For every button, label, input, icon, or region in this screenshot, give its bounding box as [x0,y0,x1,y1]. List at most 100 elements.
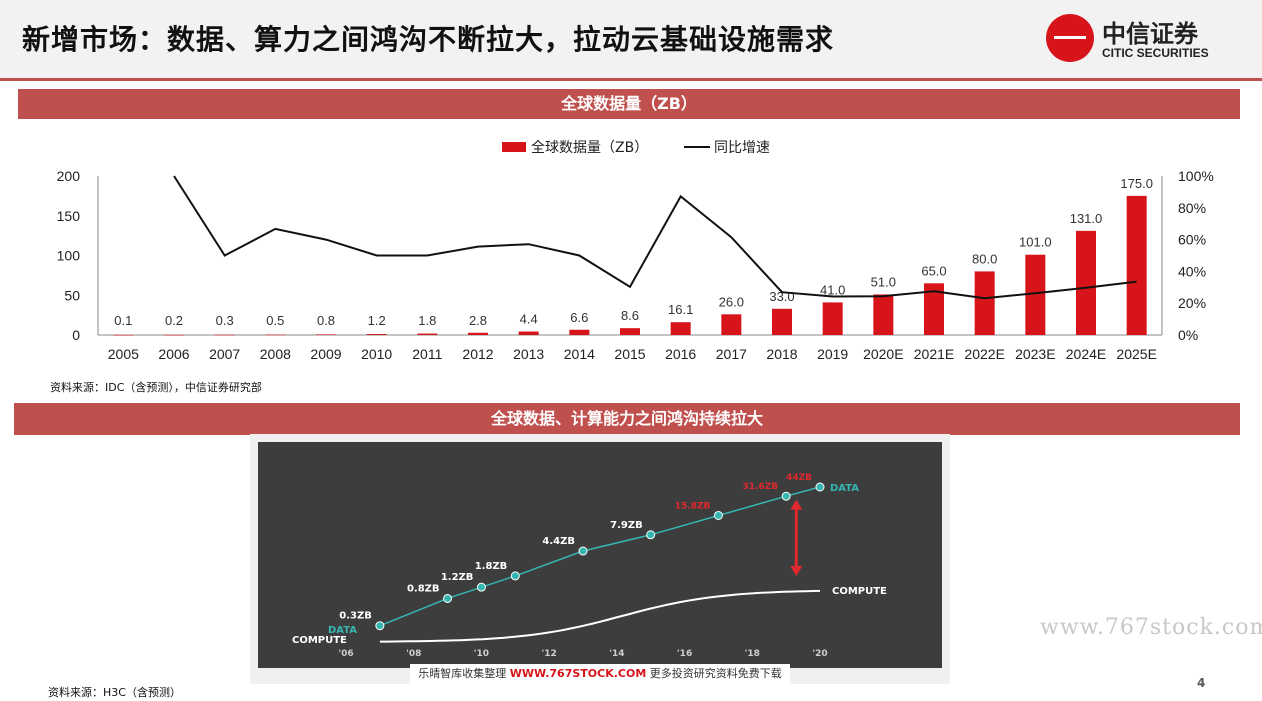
logo-chinese-text: 中信证券 [1102,20,1198,48]
y-left-tick-label: 50 [64,287,80,303]
site-watermark: www.767stock.com [1040,615,1262,640]
data-point-label: 15.8ZB [675,501,711,511]
bar [316,334,336,335]
x-tick-label: 2007 [209,346,240,362]
x-tick-label: 2011 [412,346,442,362]
bar [164,334,184,336]
bar-value-label: 0.8 [317,313,335,328]
y-right-tick-label: 60% [1178,232,1206,248]
data-label-right: DATA [830,483,859,494]
legend-label-bar: 全球数据量（ZB） [531,139,648,156]
bar-value-label: 6.6 [570,310,588,325]
data-point-label: 4.4ZB [542,536,575,547]
data-point-label: 7.9ZB [610,520,643,531]
citic-logo-icon [1046,14,1094,62]
x-tick-label: 2020E [863,346,903,362]
bar-value-label: 1.8 [418,313,436,328]
x-tick-label: 2022E [964,346,1004,362]
gap-arrow-head-up [790,499,803,510]
x-tick-label: 2018 [766,346,797,362]
compute-curve [379,589,821,643]
data-point [815,482,825,492]
bar-value-label: 2.8 [469,313,487,328]
section1-title: 全球数据量（ZB） [18,89,1240,119]
data-point [646,530,656,540]
y-left-tick-label: 200 [57,168,81,184]
bar-value-label: 0.3 [216,313,234,328]
compute-label-right: COMPUTE [832,586,887,597]
source-note-2: 资料来源：H3C（含预测） [48,686,181,699]
bar-value-label: 131.0 [1070,211,1103,226]
x-tick-label: '20 [812,649,827,659]
bar [214,334,235,336]
bar [670,322,691,335]
bar [113,334,134,336]
bar [721,314,742,335]
header-divider [0,78,1262,81]
bar-value-label: 101.0 [1019,235,1052,250]
data-point [713,510,723,520]
x-tick-label: '14 [609,649,624,659]
compute-label-left: COMPUTE [292,635,347,646]
section2-title: 全球数据、计算能力之间鸿沟持续拉大 [14,403,1240,435]
data-compute-gap-figure: '06 '08 '10 '12 '14 '16 '18 '20 COMPUTE COMPUTE 0.… [250,434,950,684]
bar-value-label: 26.0 [719,294,744,309]
x-tick-label: '08 [406,649,421,659]
x-tick-label: 2010 [361,346,392,362]
y-right-tick-label: 100% [1178,168,1214,184]
y-left-tick-label: 150 [57,208,81,224]
data-point-label: 1.2ZB [441,572,474,583]
bar [1025,254,1046,335]
bar-value-label: 4.4 [520,312,538,327]
bar [366,334,387,335]
page-title: 新增市场：数据、算力之间鸿沟不断拉大，拉动云基础设施需求 [22,23,835,56]
x-tick-label: 2019 [817,346,848,362]
bar-value-label: 0.1 [114,313,132,328]
x-tick-label: '18 [745,649,760,659]
bar [620,328,640,335]
y-left-tick-label: 100 [57,248,81,264]
data-point-label: 0.3ZB [339,611,372,622]
x-tick-label: 2017 [716,346,747,362]
bar-value-label: 80.0 [972,251,997,266]
data-point [578,546,588,556]
x-tick-label: '12 [542,649,557,659]
source-note-1: 资料来源：IDC（含预测），中信证券研究部 [50,381,262,394]
x-tick-label: 2021E [914,346,954,362]
figure-background [258,442,942,668]
y-right-tick-label: 0% [1178,327,1198,343]
data-point [443,593,453,603]
bar-value-label: 16.1 [668,302,693,317]
x-tick-label: 2025E [1116,346,1156,362]
logo-english-text: CITIC SECURITIES [1102,46,1209,60]
footer-site: WWW.767STOCK.COM [509,667,647,680]
x-tick-label: 2012 [462,346,493,362]
x-tick-label: 2006 [158,346,189,362]
x-tick-label: 2005 [108,346,139,362]
x-tick-label: 2013 [513,346,544,362]
x-tick-label: 2023E [1015,346,1055,362]
data-point-label: 44ZB [786,473,812,483]
page-number: 4 [1197,676,1206,690]
growth-rate-line [173,175,1137,300]
footer-prefix: 乐晴智库收集整理 [418,667,507,680]
bar [265,334,286,336]
data-compute-gap-chart: '06 '08 '10 '12 '14 '16 '18 '20 COMPUTE COMPUTE 0.… [258,442,942,668]
footer-suffix: 更多投资研究资料免费下载 [649,667,782,680]
x-tick-label: 2024E [1066,346,1106,362]
x-tick-label: '16 [677,649,692,659]
x-tick-label: 2016 [665,346,696,362]
footer-watermark-strip: 乐晴智库收集整理 WWW.767STOCK.COM 更多投资研究资料免费下载 [410,664,790,684]
data-label-left: DATA [328,625,357,636]
bar-value-label: 51.0 [871,274,896,289]
bar [974,271,995,335]
data-point [476,582,486,592]
x-tick-label: '10 [474,649,489,659]
gap-arrow-head-down [790,566,803,576]
data-point-label: 1.8ZB [475,561,508,572]
x-tick-label: 2014 [564,346,595,362]
y-right-tick-label: 80% [1178,200,1206,216]
bar [569,329,590,335]
data-volume-chart: 全球数据量（ZB） 同比增速 0 50 100 150 200 0% 20% 40% 60% 80% 1… [57,139,1214,362]
bar [468,332,488,335]
